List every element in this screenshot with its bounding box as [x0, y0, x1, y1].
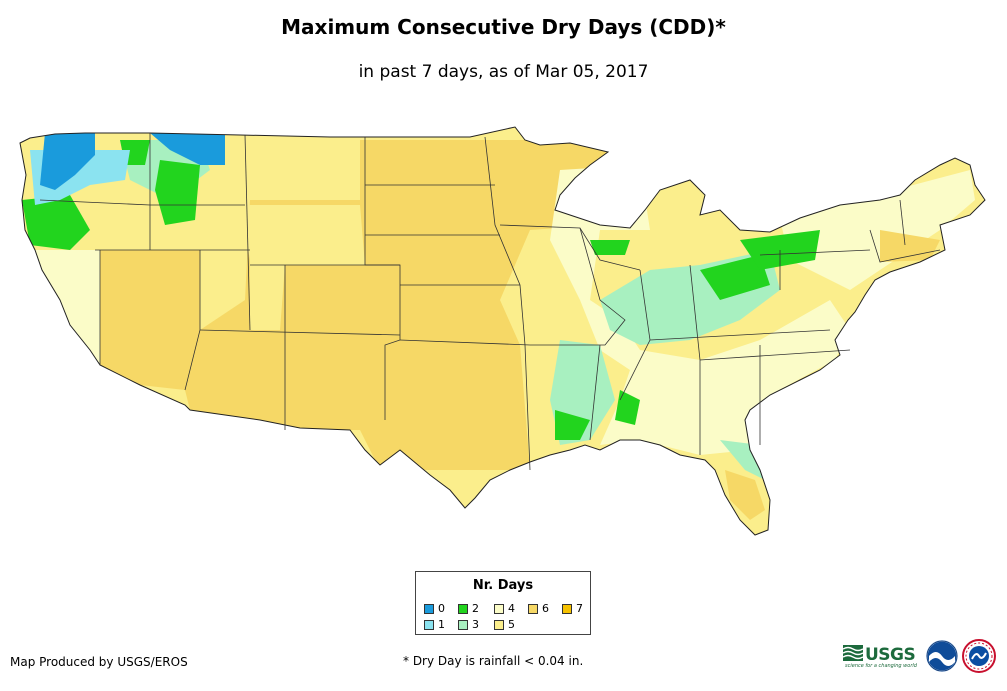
legend-item-3: 3 — [458, 618, 479, 631]
usgs-wordmark: USGS — [865, 645, 916, 665]
legend-item-1: 1 — [424, 618, 445, 631]
legend-label: 0 — [438, 602, 445, 615]
legend-swatch — [528, 603, 538, 614]
legend-label: 6 — [542, 602, 549, 615]
legend-item-5: 5 — [494, 618, 515, 631]
usgs-tagline: science for a changing world — [845, 663, 917, 669]
legend-item-6: 6 — [528, 602, 549, 615]
map-subtitle: in past 7 days, as of Mar 05, 2017 — [358, 62, 649, 82]
legend-swatch — [424, 619, 434, 630]
usgs-wave-icon — [843, 645, 863, 661]
legend-label: 2 — [472, 602, 479, 615]
legend-label: 5 — [508, 618, 515, 631]
legend-label: 4 — [508, 602, 515, 615]
legend-swatch — [494, 603, 504, 614]
map-title: Maximum Consecutive Dry Days (CDD)* — [281, 15, 726, 39]
legend-item-4: 4 — [494, 602, 515, 615]
usgs-logo: USGS science for a changing world — [843, 642, 921, 670]
legend-item-7: 7 — [562, 602, 583, 615]
legend-swatch — [494, 619, 504, 630]
noaa-logo-icon — [926, 640, 958, 672]
producer-credit: Map Produced by USGS/EROS — [10, 655, 188, 669]
legend-swatch — [562, 603, 572, 614]
legend-label: 7 — [576, 602, 583, 615]
legend-swatch — [458, 619, 468, 630]
legend-title: Nr. Days — [472, 578, 534, 593]
legend: Nr. Days 0 1 2 3 4 5 6 7 — [415, 571, 591, 635]
legend-label: 3 — [472, 618, 479, 631]
legend-swatch — [424, 603, 434, 614]
dry-day-footnote: * Dry Day is rainfall < 0.04 in. — [403, 654, 584, 668]
legend-label: 1 — [438, 618, 445, 631]
nws-logo-icon — [962, 639, 996, 673]
legend-item-2: 2 — [458, 602, 479, 615]
legend-swatch — [458, 603, 468, 614]
legend-item-0: 0 — [424, 602, 445, 615]
